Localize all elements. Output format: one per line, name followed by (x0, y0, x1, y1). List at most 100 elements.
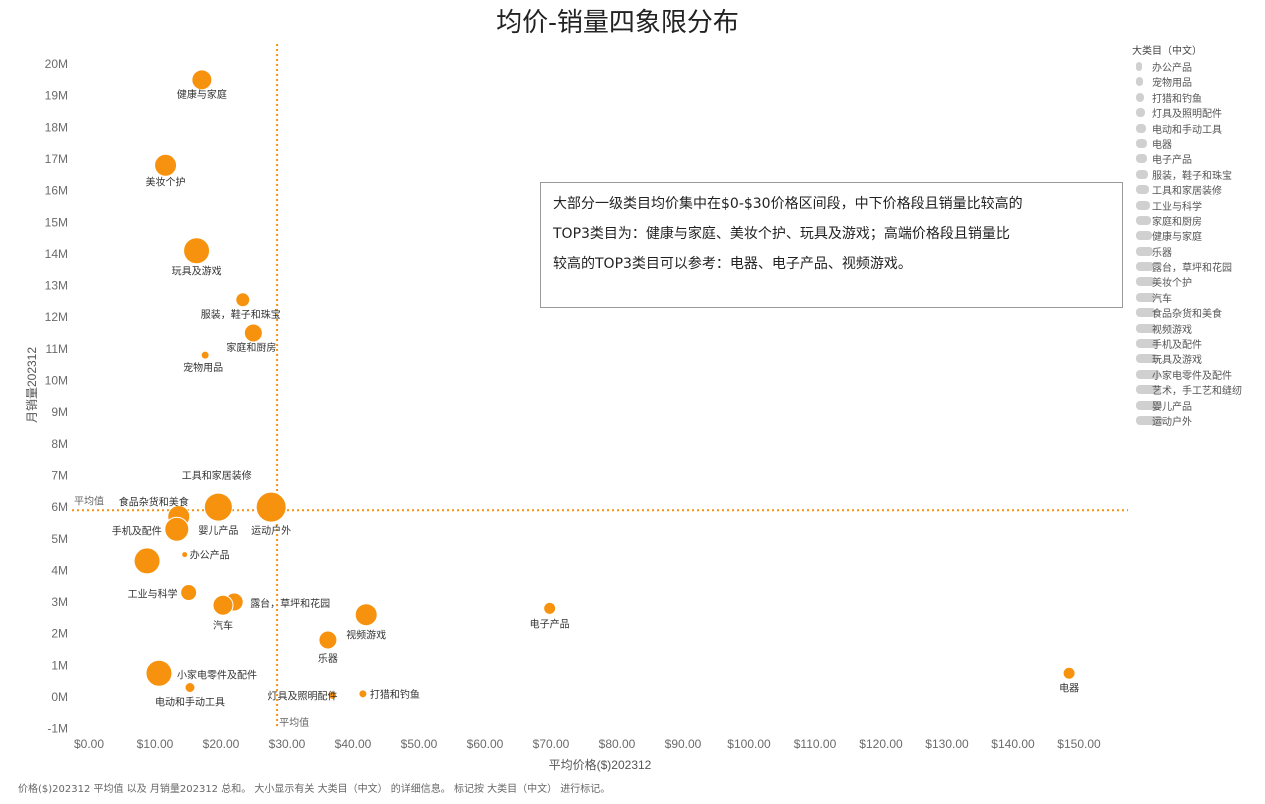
legend-size-marker (1136, 369, 1160, 379)
data-point (145, 659, 173, 687)
y-tick-label: 17M (45, 152, 68, 166)
y-tick-label: 0M (51, 690, 68, 704)
x-tick-label: $80.00 (599, 737, 636, 751)
y-axis-ticks: -1M 0M 1M 2M 3M 4M 5M 6M 7M 8M 9M 10M 11M 12M 13M 14M 15… (45, 57, 68, 736)
legend-label: 电动和手动工具 (1152, 124, 1222, 136)
data-point (1062, 666, 1076, 680)
point-label: 电器 (1059, 681, 1079, 694)
annotation-line-3: 较高的TOP3类目可以参考：电器、电子产品、视频游戏。 (553, 256, 912, 272)
legend-label: 工业与科学 (1152, 201, 1202, 213)
point-label: 家庭和厨房 (226, 341, 276, 354)
x-tick-label: $130.00 (925, 737, 969, 751)
legend-item: 美妆个护 (1132, 274, 1262, 289)
data-point (255, 491, 287, 523)
point-label: 婴儿产品 (198, 524, 238, 537)
x-tick-label: $140.00 (991, 737, 1035, 751)
point-label: 手机及配件 (112, 524, 162, 537)
y-tick-label: 8M (51, 437, 68, 451)
legend-size-marker (1136, 77, 1143, 87)
legend-item: 工业与科学 (1132, 198, 1262, 213)
size-legend: 大类目（中文） 办公产品 宠物用品 打猎和钓鱼 灯具及照明配件 电动和手动工具 电器 电子产… (1132, 42, 1262, 428)
legend-item: 办公产品 (1132, 59, 1262, 74)
legend-size-marker (1136, 123, 1146, 133)
x-tick-label: $40.00 (335, 737, 372, 751)
legend-size-marker (1136, 154, 1148, 164)
data-point (235, 292, 251, 308)
chart-title: 均价-销量四象限分布 (496, 8, 739, 38)
legend-label: 电子产品 (1152, 155, 1192, 167)
legend-label: 小家电零件及配件 (1152, 370, 1232, 382)
x-tick-label: $10.00 (137, 737, 174, 751)
legend-label: 运动户外 (1152, 416, 1192, 428)
legend-label: 食品杂货和美食 (1152, 309, 1222, 321)
point-label: 乐器 (318, 653, 338, 665)
x-tick-label: $0.00 (74, 737, 104, 751)
point-label: 汽车 (213, 619, 233, 632)
legend-item: 露台，草坪和花园 (1132, 259, 1262, 274)
legend-item: 汽车 (1132, 290, 1262, 305)
legend-label: 婴儿产品 (1152, 401, 1192, 413)
data-point (200, 350, 210, 360)
data-point (183, 237, 211, 265)
legend-item: 婴儿产品 (1132, 398, 1262, 413)
legend-label: 美妆个护 (1152, 278, 1192, 290)
y-tick-label: -1M (47, 722, 68, 736)
legend-size-marker (1136, 200, 1151, 210)
legend-size-marker (1136, 169, 1149, 179)
y-tick-label: 4M (51, 563, 68, 577)
x-tick-label: $90.00 (665, 737, 702, 751)
y-tick-label: 5M (51, 532, 68, 546)
insight-annotation-box: 大部分一级类目均价集中在$0-$30价格区间段，中下价格段且销量比较高的 TOP… (540, 182, 1123, 308)
legend-item: 手机及配件 (1132, 336, 1262, 351)
legend-size-marker (1136, 277, 1155, 287)
data-point (180, 584, 198, 602)
x-axis-ticks: $0.00 $10.00 $20.00 $30.00 $40.00 $50.00 $60.0… (74, 737, 1101, 751)
data-point (181, 551, 189, 559)
y-average-label: 平均值 (74, 494, 104, 507)
annotation-line-1: 大部分一级类目均价集中在$0-$30价格区间段，中下价格段且销量比较高的 (553, 196, 1023, 212)
legend-size-marker (1136, 185, 1150, 195)
point-label: 打猎和钓鱼 (370, 688, 420, 701)
annotation-line-2: TOP3类目为：健康与家庭、美妆个护、玩具及游戏；高端价格段且销量比 (553, 226, 1010, 242)
point-label: 工具和家居装修 (182, 469, 252, 482)
legend-label: 视频游戏 (1152, 324, 1192, 336)
legend-item: 艺术，手工艺和缝纫 (1132, 382, 1262, 397)
legend-size-marker (1136, 354, 1160, 364)
legend-item: 小家电零件及配件 (1132, 367, 1262, 382)
legend-label: 艺术，手工艺和缝纫 (1152, 386, 1242, 398)
y-tick-label: 20M (45, 57, 68, 71)
x-tick-label: $30.00 (269, 737, 306, 751)
point-label: 视频游戏 (346, 629, 386, 642)
y-tick-label: 15M (45, 215, 68, 229)
y-tick-label: 11M (46, 342, 68, 356)
data-points (133, 69, 1076, 700)
legend-label: 服装，鞋子和珠宝 (1152, 170, 1232, 182)
data-point (203, 492, 233, 522)
data-point (154, 153, 178, 177)
legend-item: 健康与家庭 (1132, 228, 1262, 243)
point-label: 电子产品 (530, 617, 570, 630)
point-label: 办公产品 (190, 549, 230, 562)
legend-item: 运动户外 (1132, 413, 1262, 428)
legend-item: 灯具及照明配件 (1132, 105, 1262, 120)
legend-size-marker (1136, 92, 1144, 102)
y-tick-label: 9M (51, 405, 68, 419)
legend-item: 家庭和厨房 (1132, 213, 1262, 228)
legend-size-marker (1136, 262, 1154, 272)
legend-label: 宠物用品 (1152, 78, 1192, 90)
legend-label: 玩具及游戏 (1152, 355, 1202, 367)
y-tick-label: 10M (45, 374, 68, 388)
x-average-label: 平均值 (279, 716, 309, 729)
y-tick-label: 2M (51, 627, 68, 641)
legend-label: 家庭和厨房 (1152, 216, 1202, 228)
x-tick-label: $100.00 (727, 737, 771, 751)
legend-label: 露台，草坪和花园 (1152, 263, 1232, 275)
point-label: 小家电零件及配件 (177, 668, 257, 681)
x-tick-label: $120.00 (859, 737, 903, 751)
legend-label: 汽车 (1152, 293, 1172, 305)
data-point (318, 630, 338, 650)
point-label: 露台，草坪和花园 (250, 597, 330, 610)
data-point (243, 323, 263, 343)
